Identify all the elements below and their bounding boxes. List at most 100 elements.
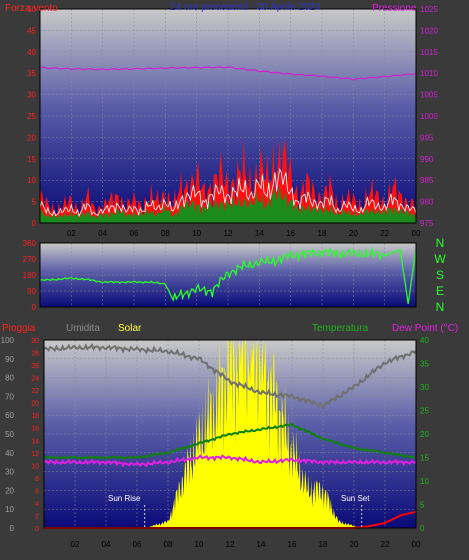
time-tick: 18 xyxy=(319,540,328,549)
wind-pressure-frame xyxy=(39,8,417,224)
rain-tick: 10 xyxy=(31,463,39,470)
compass-label: N xyxy=(436,300,445,314)
temperature-axis: 0 5 10 15 20 25 30 35 40 xyxy=(420,336,429,533)
time-tick: 00 xyxy=(412,540,421,549)
rain-tick: 2 xyxy=(35,513,39,520)
time-tick: 06 xyxy=(130,229,139,238)
temperature-tick: 15 xyxy=(420,454,429,463)
wind-speed-label: Forza vento xyxy=(5,3,58,14)
temperature-tick: 20 xyxy=(420,430,429,439)
time-tick: 12 xyxy=(226,540,235,549)
wind-speed-tick: 50 xyxy=(27,5,36,14)
humidity-tick: 10 xyxy=(5,505,14,514)
time-tick: 20 xyxy=(349,229,358,238)
sunrise-label: Sun Rise xyxy=(108,494,141,503)
time-tick: 20 xyxy=(350,540,359,549)
humidity-tick: 100 xyxy=(1,336,15,345)
humidity-label: Umidita xyxy=(66,323,100,334)
rain-tick: 18 xyxy=(31,413,39,420)
time-tick: 08 xyxy=(164,540,173,549)
rain-tick: 6 xyxy=(35,488,39,495)
humidity-tick: 0 xyxy=(10,524,15,533)
pressure-line xyxy=(39,66,417,81)
temperature-tick: 0 xyxy=(420,524,425,533)
time-tick: 22 xyxy=(381,540,390,549)
dewpoint-label: Dew Point (°C) xyxy=(392,323,458,334)
direction-tick: 90 xyxy=(27,287,36,296)
temperature-tick: 40 xyxy=(420,336,429,345)
time-tick: 04 xyxy=(98,229,107,238)
humidity-tick: 20 xyxy=(5,486,14,495)
pressure-tick: 975 xyxy=(420,219,434,228)
wind-speed-tick: 10 xyxy=(27,176,36,185)
time-tick: 06 xyxy=(133,540,142,549)
rain-tick: 12 xyxy=(31,451,39,458)
time-tick: 08 xyxy=(161,229,170,238)
temperature-label: Temperatura xyxy=(312,323,369,334)
time-tick: 10 xyxy=(192,229,201,238)
pressure-tick: 995 xyxy=(420,133,434,142)
wind-direction-frame xyxy=(39,242,417,308)
wind-direction-axis: 0 90 180 270 360 xyxy=(23,239,37,312)
humidity-tick: 90 xyxy=(5,355,14,364)
rain-tick: 4 xyxy=(35,501,39,508)
wind-speed-line xyxy=(39,167,417,218)
compass-label: W xyxy=(434,252,446,266)
time-tick: 14 xyxy=(257,540,266,549)
time-tick: 22 xyxy=(380,229,389,238)
wind-speed-tick: 35 xyxy=(27,69,36,78)
rain-tick: 26 xyxy=(31,363,39,370)
wind-speed-tick: 30 xyxy=(27,91,36,100)
pressure-tick: 1025 xyxy=(420,5,438,14)
wind-time-axis: 02 04 06 08 10 12 14 16 18 20 22 00 xyxy=(67,229,421,238)
wind-gust-area xyxy=(40,138,416,223)
humidity-tick: 40 xyxy=(5,449,14,458)
time-tick: 10 xyxy=(195,540,204,549)
wind-pressure-marks xyxy=(39,66,417,223)
wind-speed-tick: 25 xyxy=(27,112,36,121)
rain-tick: 20 xyxy=(31,401,39,408)
humidity-tick: 50 xyxy=(5,430,14,439)
wind-speed-tick: 40 xyxy=(27,48,36,57)
compass-label: N xyxy=(436,236,445,250)
humidity-line xyxy=(43,343,417,410)
rain-tick: 24 xyxy=(31,376,39,383)
rain-label: Pioggia xyxy=(2,323,36,334)
temperature-tick: 10 xyxy=(420,477,429,486)
wind-speed-tick: 0 xyxy=(32,219,37,228)
pressure-tick: 1000 xyxy=(420,112,438,121)
humidity-axis: 0 10 20 30 40 50 60 70 80 90 100 xyxy=(1,336,15,533)
temperature-frame xyxy=(43,339,417,529)
chart-title: 24 ore precedenti - 30 Aprile 2024 xyxy=(170,2,321,13)
pressure-tick: 980 xyxy=(420,198,434,207)
pressure-label: Pressione xyxy=(372,3,417,14)
time-tick: 18 xyxy=(318,229,327,238)
rain-tick: 30 xyxy=(31,338,39,345)
time-tick: 16 xyxy=(286,229,295,238)
rain-tick: 14 xyxy=(31,438,39,445)
humidity-tick: 30 xyxy=(5,468,14,477)
pressure-axis: 975 980 985 990 995 1000 1005 1010 1015 1020 1025 xyxy=(420,5,438,228)
time-tick: 02 xyxy=(71,540,80,549)
wind-average-area xyxy=(40,185,416,223)
dewpoint-line xyxy=(43,454,417,468)
solar-label: Solar xyxy=(118,323,142,334)
temperature-line xyxy=(43,422,417,461)
time-tick: 00 xyxy=(412,229,421,238)
wind-speed-tick: 15 xyxy=(27,155,36,164)
direction-tick: 0 xyxy=(32,303,37,312)
wind-speed-tick: 45 xyxy=(27,26,36,35)
rain-tick: 22 xyxy=(31,388,39,395)
pressure-tick: 1015 xyxy=(420,48,438,57)
time-tick: 04 xyxy=(102,540,111,549)
wind-speed-tick: 20 xyxy=(27,133,36,142)
temperature-tick: 30 xyxy=(420,383,429,392)
time-tick: 14 xyxy=(255,229,264,238)
compass-label: E xyxy=(436,284,444,298)
wind-speed-tick: 5 xyxy=(32,198,37,207)
direction-tick: 270 xyxy=(23,255,37,264)
time-tick: 02 xyxy=(67,229,76,238)
